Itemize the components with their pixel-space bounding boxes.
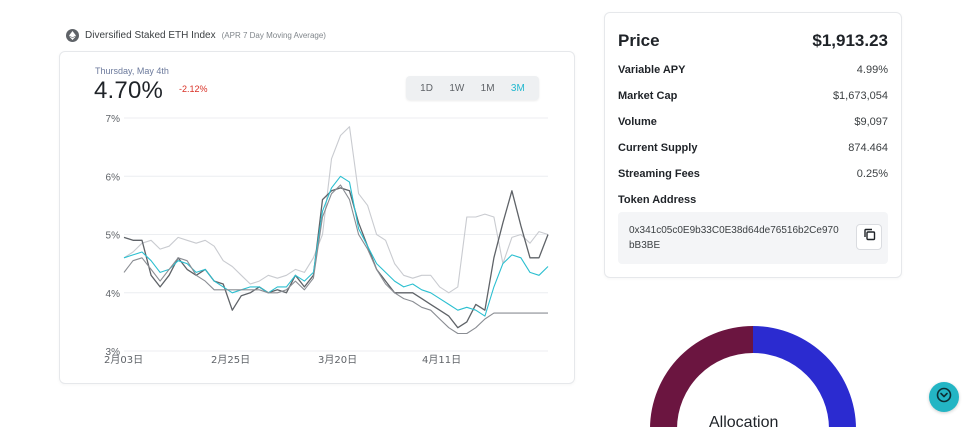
range-tab-3m[interactable]: 3M <box>510 82 525 94</box>
price-label: Price <box>618 31 660 50</box>
copy-icon <box>863 228 876 246</box>
x-tick-label: 2月03日 <box>104 354 143 366</box>
stat-value: 874.464 <box>848 142 888 154</box>
y-tick-label: 5% <box>106 231 121 242</box>
allocation-label: Allocation <box>709 414 779 427</box>
range-tabs: 1D 1W 1M 3M <box>406 76 539 100</box>
y-tick-label: 6% <box>106 172 121 183</box>
stat-row-streaming-fees: Streaming Fees 0.25% <box>618 167 888 181</box>
y-tick-label: 7% <box>106 114 121 125</box>
x-tick-label: 3月20日 <box>318 354 357 366</box>
price-value: $1,913.23 <box>812 31 888 50</box>
price-row: Price $1,913.23 <box>618 31 888 51</box>
chart-date: Thursday, May 4th <box>95 66 169 76</box>
series-line-3 <box>123 175 549 317</box>
apr-line-chart: 7% 6% 5% 4% 3%2月03日 2月25日 3月20日 4月11日 <box>104 114 549 366</box>
allocation-donut <box>650 326 860 427</box>
x-tick-label: 2月25日 <box>211 354 250 366</box>
x-tick-label: 4月11日 <box>422 354 461 366</box>
index-subtitle: (APR 7 Day Moving Average) <box>221 31 326 40</box>
chart-change: -2.12% <box>179 84 208 94</box>
series-line-4 <box>123 184 548 335</box>
range-tab-1m[interactable]: 1M <box>480 82 495 94</box>
series-line-1 <box>123 126 549 294</box>
allocation-segment-right <box>753 326 856 427</box>
token-address[interactable]: 0x341c05c0E9b33C0E38d64de76516b2Ce970bB3… <box>629 225 839 251</box>
scroll-down-button[interactable] <box>929 382 959 412</box>
token-address-box: 0x341c05c0E9b33C0E38d64de76516b2Ce970bB3… <box>618 212 888 264</box>
copy-address-button[interactable] <box>856 224 882 250</box>
chart-card: Thursday, May 4th 4.70% -2.12% 1D 1W 1M … <box>59 51 575 384</box>
chart-value: 4.70% <box>94 77 164 104</box>
range-tab-1d[interactable]: 1D <box>420 82 433 94</box>
allocation-segment-left <box>650 326 753 427</box>
stat-row-variable-apy: Variable APY 4.99% <box>618 63 888 77</box>
stat-row-market-cap: Market Cap $1,673,054 <box>618 89 888 103</box>
token-address-label: Token Address <box>618 194 697 206</box>
index-header: Diversified Staked ETH Index (APR 7 Day … <box>66 29 326 42</box>
range-tab-1w[interactable]: 1W <box>449 82 465 94</box>
stat-value: $1,673,054 <box>832 90 888 102</box>
token-address-row: Token Address <box>618 193 888 207</box>
stats-card: Price $1,913.23 Variable APY 4.99% Marke… <box>604 12 902 278</box>
stat-label: Variable APY <box>618 64 686 76</box>
stat-value: 4.99% <box>856 64 888 76</box>
series-line-2 <box>123 187 549 329</box>
stat-value: $9,097 <box>854 116 888 128</box>
stat-label: Volume <box>618 116 657 128</box>
stat-value: 0.25% <box>856 168 888 180</box>
stat-row-volume: Volume $9,097 <box>618 115 888 129</box>
stat-row-current-supply: Current Supply 874.464 <box>618 141 888 155</box>
eth-icon <box>66 29 79 42</box>
stat-label: Streaming Fees <box>618 168 700 180</box>
stat-label: Market Cap <box>618 90 678 102</box>
stat-label: Current Supply <box>618 142 698 154</box>
index-name: Diversified Staked ETH Index <box>85 30 216 41</box>
y-tick-label: 3% <box>106 347 121 358</box>
chevron-down-circle-icon <box>936 387 952 408</box>
y-tick-label: 4% <box>106 289 121 300</box>
